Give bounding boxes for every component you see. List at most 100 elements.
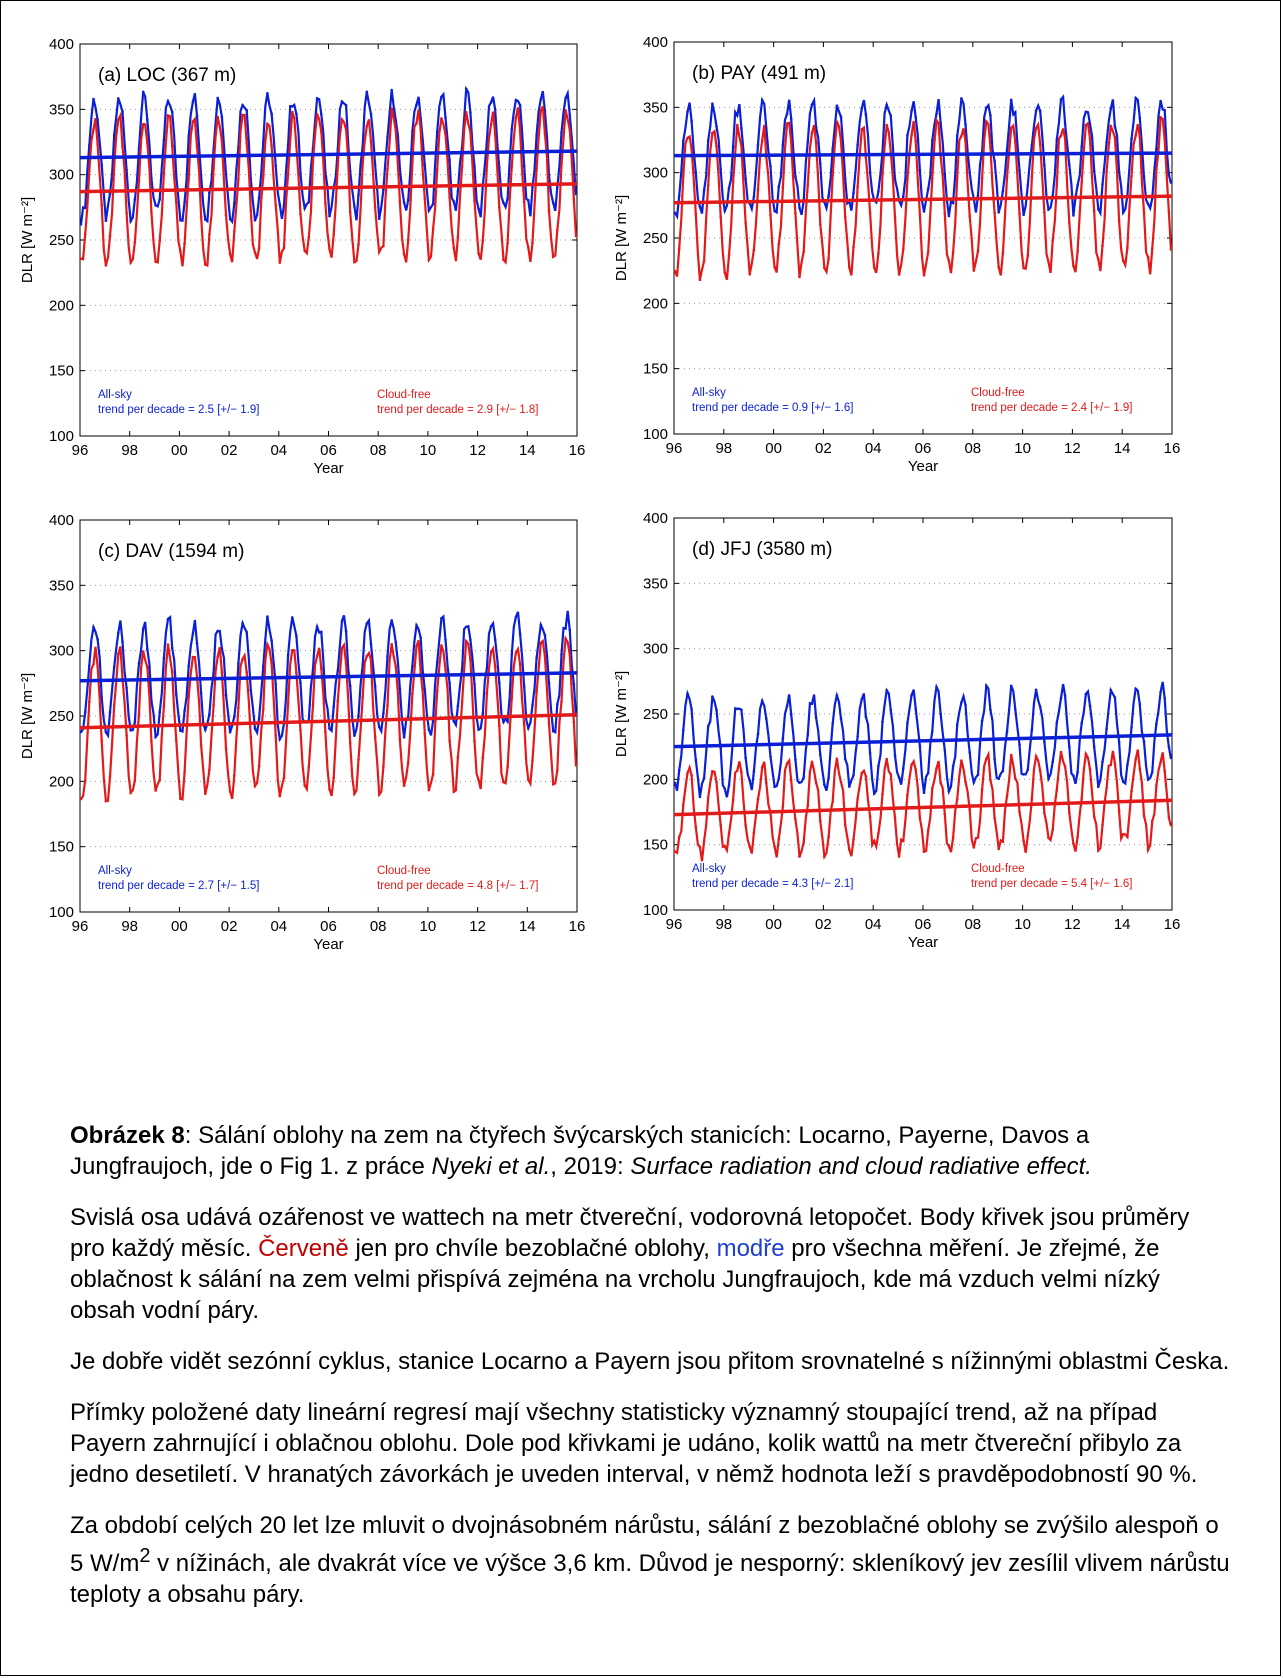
data-point [756, 188, 760, 192]
data-point [1126, 246, 1129, 249]
data-point [989, 778, 992, 782]
y-tick-label: 300 [643, 641, 668, 658]
data-point [253, 251, 257, 254]
data-point [677, 769, 681, 772]
data-point [328, 248, 331, 251]
data-point [1009, 126, 1013, 130]
data-point [1026, 768, 1030, 772]
data-point [1034, 755, 1038, 758]
data-point [199, 215, 203, 218]
data-point [1005, 176, 1009, 179]
data-point [985, 757, 988, 761]
data-point [864, 113, 868, 116]
data-point [852, 774, 855, 777]
data-point [1018, 743, 1021, 746]
data-point [1101, 244, 1104, 247]
data-point [881, 720, 884, 723]
data-point [547, 209, 551, 213]
data-point [216, 115, 219, 119]
y-tick-label: 350 [643, 99, 668, 116]
data-point [1142, 740, 1146, 743]
data-point [785, 112, 789, 116]
x-tick-label: 00 [171, 442, 188, 459]
data-point [96, 665, 99, 668]
data-point [748, 273, 751, 276]
x-tick-label: 16 [1164, 916, 1181, 933]
data-point [1076, 770, 1079, 774]
data-point [464, 87, 468, 91]
data-point [789, 779, 793, 782]
data-point [835, 757, 839, 760]
data-point [1097, 849, 1100, 852]
data-point [1080, 721, 1083, 725]
x-axis-label: Year [908, 934, 938, 951]
data-point [931, 177, 934, 180]
data-point [951, 836, 955, 840]
data-point [522, 164, 526, 168]
data-point [444, 116, 447, 120]
data-point [88, 169, 91, 173]
y-axis-label: DLR [W m⁻²] [19, 673, 36, 759]
data-point [852, 838, 855, 841]
legend-series-name: All-sky [98, 865, 132, 877]
data-point [191, 655, 195, 659]
data-point [162, 705, 166, 708]
data-point [456, 190, 460, 193]
data-point [1038, 143, 1042, 146]
x-tick-label: 00 [765, 440, 782, 457]
data-point [543, 132, 547, 135]
data-point [572, 683, 576, 686]
data-point [539, 641, 543, 645]
data-point [241, 657, 244, 661]
data-point [539, 98, 543, 101]
data-point [1043, 164, 1046, 167]
data-point [299, 681, 302, 685]
data-point [677, 247, 681, 250]
data-point [291, 648, 294, 652]
data-point [162, 657, 166, 660]
data-point [154, 204, 157, 207]
y-tick-label: 150 [643, 361, 668, 378]
x-tick-label: 12 [1064, 916, 1081, 933]
data-point [819, 820, 822, 823]
data-point [444, 638, 447, 641]
data-point [320, 112, 323, 116]
data-point [427, 788, 431, 792]
legend-series-name: Cloud-free [971, 387, 1025, 399]
data-point [245, 670, 248, 674]
data-point [769, 213, 772, 217]
data-point [485, 667, 489, 670]
data-point [827, 194, 830, 198]
x-tick-label: 98 [121, 918, 138, 935]
data-point [902, 247, 905, 251]
data-point [522, 685, 526, 689]
data-point [464, 639, 468, 643]
data-point [756, 797, 760, 801]
data-point [694, 758, 698, 762]
data-point [702, 188, 706, 192]
data-point [893, 178, 897, 181]
data-point [199, 744, 203, 747]
y-tick-label: 350 [643, 575, 668, 592]
data-point [369, 642, 373, 646]
data-point [423, 163, 427, 167]
data-point [814, 716, 818, 720]
data-point [510, 653, 514, 656]
data-point [831, 173, 834, 177]
data-point [1121, 780, 1125, 784]
data-point [518, 663, 522, 666]
data-point [448, 739, 451, 743]
data-point [1126, 763, 1129, 767]
data-point [914, 115, 917, 119]
data-point [690, 774, 693, 777]
data-point [980, 719, 984, 723]
data-point [1134, 134, 1137, 137]
data-point [460, 165, 464, 168]
data-point [711, 695, 714, 698]
data-point [328, 727, 331, 730]
data-point [868, 815, 872, 818]
data-point [473, 682, 476, 686]
data-point [698, 845, 702, 849]
data-point [723, 209, 727, 212]
data-point [939, 121, 942, 124]
